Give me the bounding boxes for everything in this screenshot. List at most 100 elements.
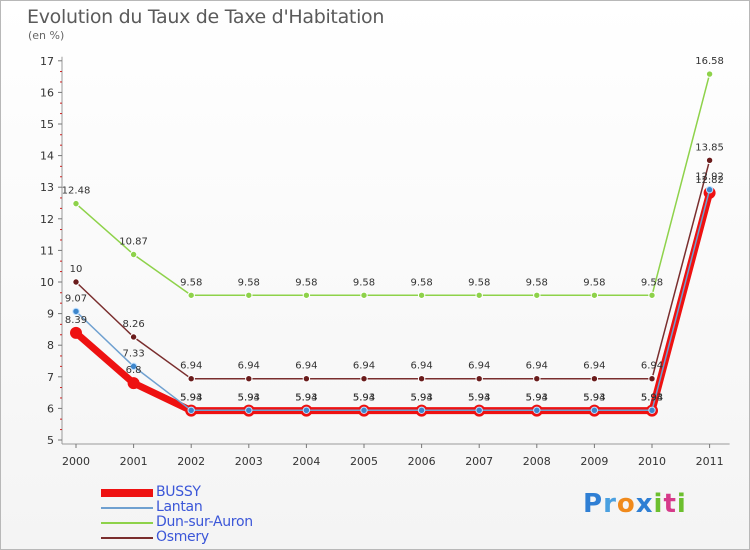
data-label-bussy: 5.93 [526,393,548,404]
data-label-dun-sur-auron: 16.58 [695,56,724,67]
logo-letter: x [635,489,654,519]
data-point-dun-sur-auron [417,291,426,299]
data-point-osmery [417,374,426,383]
data-label-osmery: 8.26 [122,319,144,330]
data-point-lantan [72,307,80,316]
y-tick-label: 5 [47,434,54,447]
y-tick-label: 14 [40,150,54,163]
data-point-osmery [129,333,138,341]
data-label-osmery: 6.94 [353,361,375,372]
data-label-dun-sur-auron: 12.48 [62,186,91,197]
data-label-dun-sur-auron: 9.58 [583,277,605,288]
legend-label-dun-sur-auron: Dun-sur-Auron [156,514,253,530]
data-point-osmery [245,374,253,383]
x-tick-label: 2003 [235,455,263,468]
data-label-bussy: 5.93 [583,393,605,404]
series-osmery [72,156,714,383]
data-label-lantan: 5.94 [641,392,663,403]
y-tick-label: 9 [47,308,54,321]
data-point-lantan [705,186,714,194]
y-tick-label: 16 [40,86,54,99]
line-chart: 5 6 7 8 9 10 11 12 13 14 15 16 17 2000 2001 2002 2003 200… [40,55,730,468]
data-label-bussy: 5.93 [410,393,432,404]
data-label-osmery: 6.94 [180,361,202,372]
data-label-lantan: 5.94 [526,392,548,403]
data-label-bussy: 12.82 [695,175,724,186]
data-point-lantan [360,406,368,414]
x-tick-label: 2008 [523,455,551,468]
series-line-lantan [75,189,711,412]
y-tick-label: 10 [40,276,54,289]
y-tick-label: 12 [40,213,54,226]
data-point-dun-sur-auron [72,199,80,208]
data-point-lantan [245,406,253,414]
data-label-lantan: 5.94 [295,392,317,403]
data-label-osmery: 6.94 [583,361,605,372]
data-label-bussy: 5.93 [295,393,317,404]
y-tick-label: 6 [47,402,54,415]
x-tick-label: 2006 [408,455,436,468]
data-label-dun-sur-auron: 9.58 [295,277,317,288]
data-point-osmery [648,374,656,383]
data-point-lantan [590,406,599,414]
legend-swatch-osmery [101,537,153,539]
data-label-bussy: 8.39 [65,315,87,326]
logo-letter: r [603,489,617,519]
data-point-dun-sur-auron [245,291,253,299]
chart-unit: (en %) [28,29,65,42]
logo-letter: t [663,489,677,519]
y-tick-label: 11 [40,244,54,257]
data-point-dun-sur-auron [129,250,138,259]
data-point-dun-sur-auron [533,291,541,299]
x-tick-label: 2004 [292,455,320,468]
data-label-osmery: 6.94 [526,361,548,372]
data-label-lantan: 7.33 [122,348,144,359]
data-label-dun-sur-auron: 9.58 [641,277,663,288]
series-lantan [72,186,714,414]
data-label-bussy: 5.93 [641,393,663,404]
data-point-lantan [129,362,138,371]
logo-letter: i [676,489,687,519]
data-label-osmery: 13.85 [695,142,724,153]
series-line-dun-sur-auron [75,73,711,297]
data-point-dun-sur-auron [302,291,311,299]
data-label-osmery: 6.94 [468,361,490,372]
legend-swatch-lantan [101,507,153,509]
x-tick-label: 2010 [638,455,666,468]
data-point-osmery [302,374,311,383]
legend-label-bussy: BUSSY [156,484,201,500]
data-point-osmery [533,374,541,383]
series-dun-sur-auron [72,70,714,299]
logo-letter: P [583,489,604,519]
data-label-lantan: 5.94 [180,392,202,403]
data-label-osmery: 6.94 [295,361,317,372]
data-label-dun-sur-auron: 9.58 [353,277,375,288]
data-label-osmery: 6.94 [641,361,663,372]
data-label-osmery: 6.94 [410,361,432,372]
data-label-lantan: 5.94 [238,392,260,403]
data-label-dun-sur-auron: 9.58 [526,277,548,288]
legend-swatch-dun-sur-auron [101,522,153,524]
data-point-bussy [70,326,82,339]
proxiti-logo: Proxiti [583,489,687,519]
data-label-dun-sur-auron: 9.58 [468,277,490,288]
data-label-lantan: 5.94 [583,392,605,403]
y-tick-label: 13 [40,181,54,194]
data-point-dun-sur-auron [475,291,483,299]
data-label-lantan: 5.94 [410,392,432,403]
data-point-dun-sur-auron [590,291,599,299]
data-point-dun-sur-auron [187,291,195,299]
data-point-osmery [187,374,195,383]
data-point-dun-sur-auron [648,291,656,299]
logo-letter: o [616,489,636,519]
data-label-lantan: 12.92 [695,172,724,183]
y-tick-label: 7 [47,371,54,384]
x-tick-label: 2007 [465,455,493,468]
data-label-bussy: 5.93 [468,393,490,404]
series-bussy [70,186,716,417]
logo-letter: i [653,489,664,519]
data-label-bussy: 6.8 [126,365,142,376]
x-tick-label: 2000 [62,455,90,468]
data-label-dun-sur-auron: 9.58 [410,277,432,288]
data-point-lantan [475,406,483,414]
